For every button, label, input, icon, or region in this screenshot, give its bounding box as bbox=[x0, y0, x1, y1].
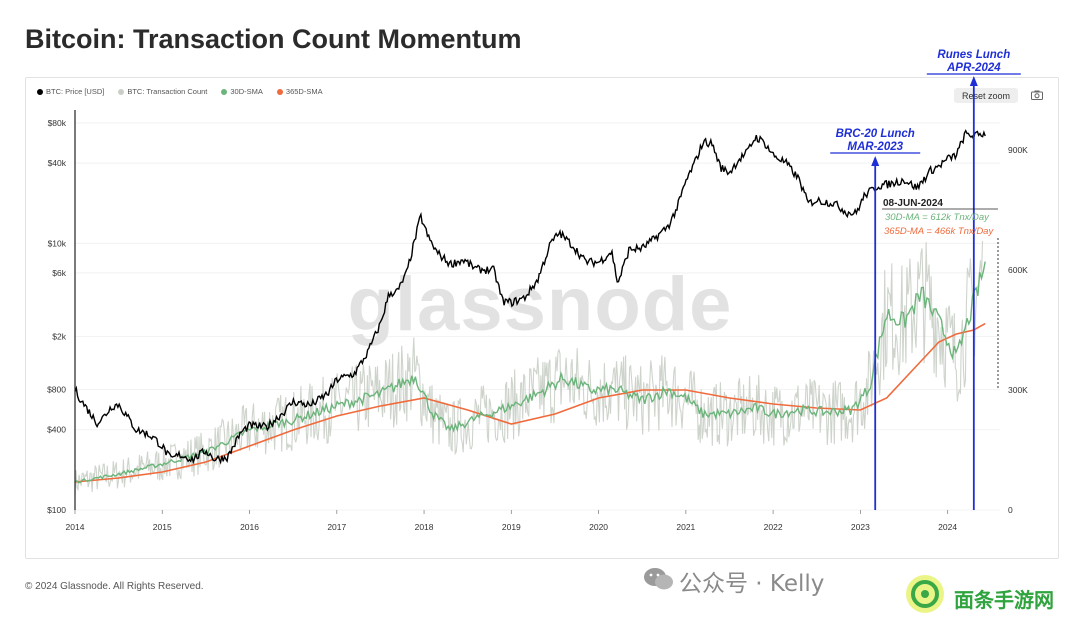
game-site-watermark: 面条手游网 bbox=[954, 588, 1054, 612]
chart-legend: BTC: Price [USD] BTC: Transaction Count … bbox=[37, 87, 323, 96]
legend-dot-tx-count bbox=[118, 88, 125, 95]
wechat-watermark-text: 公众号 · Kelly bbox=[679, 571, 825, 597]
legend-label-sma30: 30D-SMA bbox=[230, 87, 263, 96]
wechat-watermark: 公众号 · Kelly bbox=[641, 564, 901, 598]
copyright-text: © 2024 Glassnode. All Rights Reserved. bbox=[25, 581, 204, 592]
legend-item-sma30[interactable]: 30D-SMA bbox=[221, 87, 263, 96]
chart-frame bbox=[25, 77, 1059, 559]
reset-zoom-button[interactable]: Reset zoom bbox=[954, 88, 1018, 103]
legend-dot-sma30 bbox=[221, 88, 228, 95]
legend-item-tx-count[interactable]: BTC: Transaction Count bbox=[118, 87, 207, 96]
legend-item-price[interactable]: BTC: Price [USD] bbox=[37, 87, 104, 96]
legend-label-tx-count: BTC: Transaction Count bbox=[127, 87, 208, 96]
runes-label: Runes Lunch bbox=[937, 49, 1010, 61]
legend-label-sma365: 365D-SMA bbox=[285, 87, 323, 96]
legend-dot-price bbox=[37, 88, 43, 95]
runes-date-label: APR-2024 bbox=[946, 62, 1001, 74]
game-site-logo-icon bbox=[906, 575, 944, 613]
page-title: Bitcoin: Transaction Count Momentum bbox=[25, 24, 522, 54]
legend-label-price: BTC: Price [USD] bbox=[46, 87, 105, 96]
legend-dot-sma365 bbox=[276, 88, 283, 95]
legend-item-sma365[interactable]: 365D-SMA bbox=[276, 87, 323, 96]
wechat-icon bbox=[644, 568, 673, 590]
camera-icon[interactable] bbox=[1031, 90, 1043, 100]
